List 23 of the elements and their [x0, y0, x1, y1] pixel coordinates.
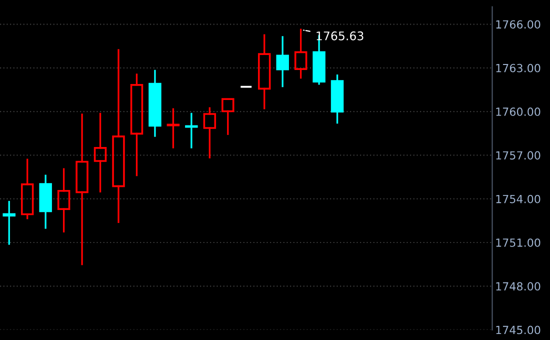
y-tick-label: 1754.00	[496, 194, 540, 204]
y-tick-label: 1745.00	[496, 326, 540, 334]
candlestick	[258, 34, 271, 110]
candlestick	[57, 168, 70, 232]
candlestick	[130, 74, 144, 176]
y-tick-label: 1751.00	[496, 238, 540, 247]
candlestick	[276, 36, 289, 88]
candlestick	[94, 112, 107, 192]
candlestick	[76, 114, 88, 266]
annotation: 1765.63	[316, 31, 364, 40]
candlestick	[112, 49, 125, 223]
candlestick	[203, 107, 216, 158]
candlestick	[39, 174, 52, 229]
candlestick	[148, 70, 162, 137]
candlestick	[2, 200, 16, 245]
y-tick-label: 1748.00	[496, 282, 540, 291]
y-tick-label: 1763.00	[496, 64, 540, 72]
y-tick-label: 1760.00	[496, 108, 540, 116]
candlestick	[166, 108, 180, 148]
candlestick	[222, 98, 234, 135]
y-tick-label: 1766.00	[496, 20, 540, 29]
y-tick-label: 1757.00	[496, 151, 540, 160]
candlestick	[185, 112, 198, 148]
